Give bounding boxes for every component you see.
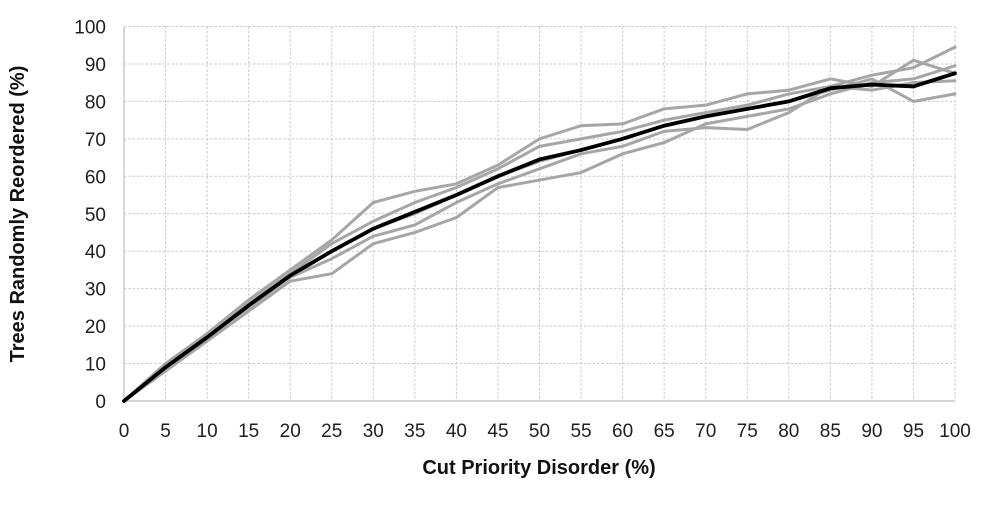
x-tick-label: 100: [939, 421, 971, 442]
y-tick-label: 0: [95, 392, 106, 413]
y-tick-label: 100: [74, 18, 106, 39]
series-line-trial-1: [122, 64, 957, 403]
x-tick-label: 85: [820, 421, 841, 442]
x-tick-label: 0: [119, 421, 130, 442]
y-axis-title: Trees Randomly Reordered (%): [7, 66, 29, 363]
series-line-trial-2: [122, 79, 957, 403]
x-tick-label: 45: [487, 421, 508, 442]
series-group: [122, 45, 957, 403]
y-tick-label: 20: [85, 317, 106, 338]
gridline-group: [124, 26, 956, 401]
y-tick-label: 50: [85, 205, 106, 226]
series-line-trial-5: [122, 58, 957, 403]
x-tick-label: 80: [778, 421, 799, 442]
y-tick-label: 40: [85, 242, 106, 263]
y-tick-label: 90: [85, 55, 106, 76]
y-tick-label: 10: [85, 355, 106, 376]
y-tick-label: 80: [85, 92, 106, 113]
x-tick-label: 10: [197, 421, 218, 442]
x-tick-label: 75: [737, 421, 758, 442]
x-tick-label: 70: [695, 421, 716, 442]
y-tick-label: 70: [85, 130, 106, 151]
x-tick-label: 30: [363, 421, 384, 442]
x-axis-title: Cut Priority Disorder (%): [422, 457, 655, 479]
y-tick-label: 60: [85, 167, 106, 188]
x-tick-label: 40: [446, 421, 467, 442]
axis-line-group: [123, 26, 955, 402]
x-tick-label: 35: [404, 421, 425, 442]
x-tick-label: 5: [160, 421, 171, 442]
x-tick-label: 20: [280, 421, 301, 442]
x-tick-label: 25: [321, 421, 342, 442]
series-line-mean: [122, 71, 957, 403]
x-tick-label: 65: [654, 421, 675, 442]
tick-label-group: 0 5 10 15 20 25 30 35 40 45 50 55 60 65 70 75 80 85 90 95 10…: [74, 18, 971, 443]
x-tick-label: 60: [612, 421, 633, 442]
y-tick-label: 30: [85, 280, 106, 301]
x-tick-label: 15: [238, 421, 259, 442]
x-tick-label: 55: [570, 421, 591, 442]
x-tick-label: 95: [903, 421, 924, 442]
x-tick-label: 90: [861, 421, 882, 442]
x-tick-label: 50: [529, 421, 550, 442]
